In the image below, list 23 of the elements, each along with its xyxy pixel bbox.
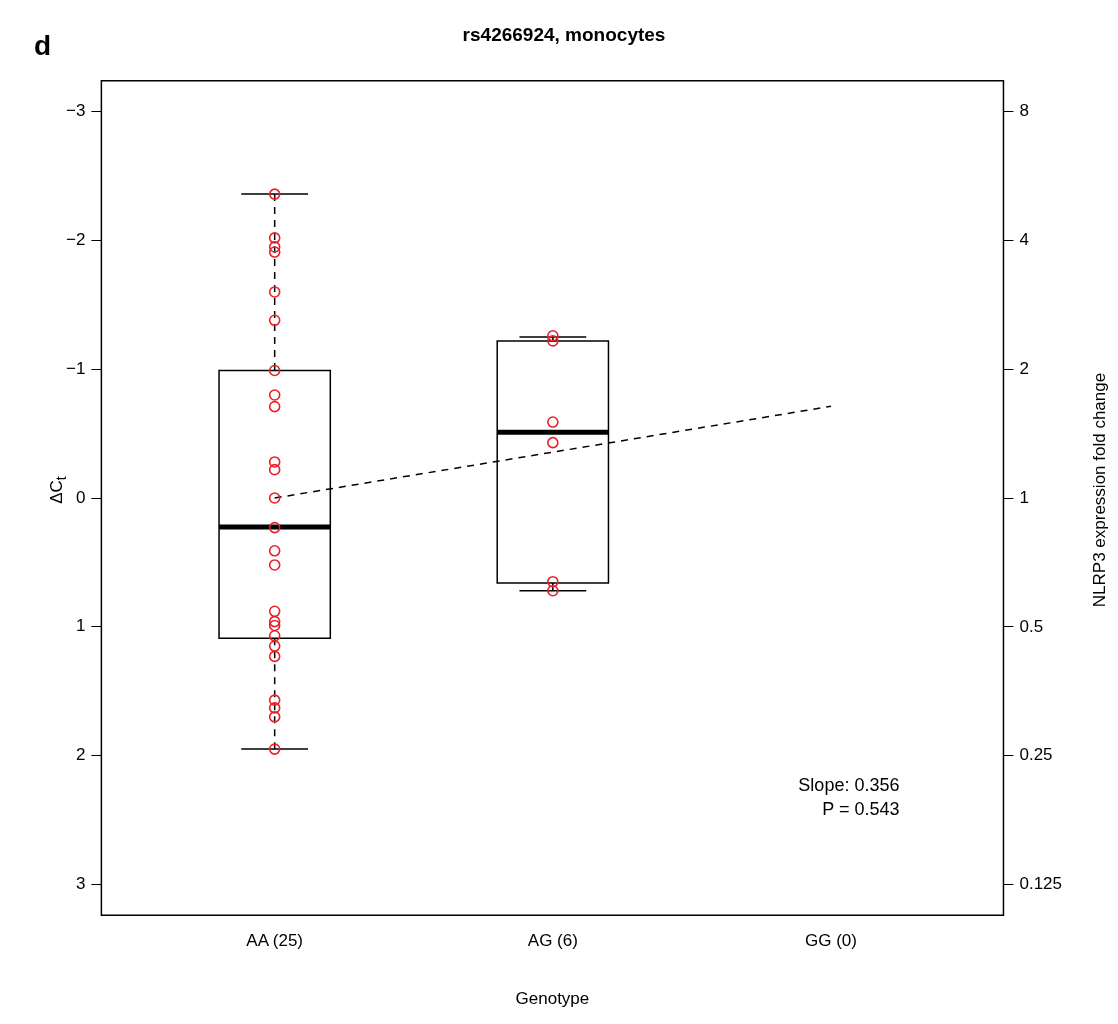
y-tick-label: −1 — [65, 358, 86, 378]
y-tick-label: 3 — [75, 873, 86, 893]
chart-title: rs4266924, monocytes — [462, 23, 666, 45]
y2-tick-label: 4 — [1019, 230, 1029, 250]
y2-tick-label: 2 — [1019, 359, 1029, 379]
y2-tick-label: 1 — [1019, 487, 1029, 507]
annotation: Slope: 0.356 — [798, 774, 900, 795]
y-tick-label: 0 — [75, 487, 86, 507]
annotation: P = 0.543 — [822, 798, 900, 819]
y-tick-label: 2 — [75, 745, 86, 765]
x-axis-title: Genotype — [515, 989, 590, 1009]
y-tick-label: −3 — [65, 101, 86, 121]
x-tick-label: AG (6) — [527, 931, 578, 951]
text: d — [34, 30, 52, 61]
y2-tick-label: 0.125 — [1019, 874, 1063, 894]
y2-tick-label: 0.25 — [1019, 745, 1053, 765]
y2-axis-title: NLRP3 expression fold change — [1090, 372, 1110, 608]
y2-tick-label: 8 — [1019, 101, 1029, 121]
x-tick-label: AA (25) — [246, 931, 304, 951]
y-tick-label: −2 — [65, 230, 86, 250]
x-tick-label: GG (0) — [805, 931, 857, 951]
y-tick-label: 1 — [75, 616, 86, 636]
y2-tick-label: 0.5 — [1019, 616, 1044, 636]
